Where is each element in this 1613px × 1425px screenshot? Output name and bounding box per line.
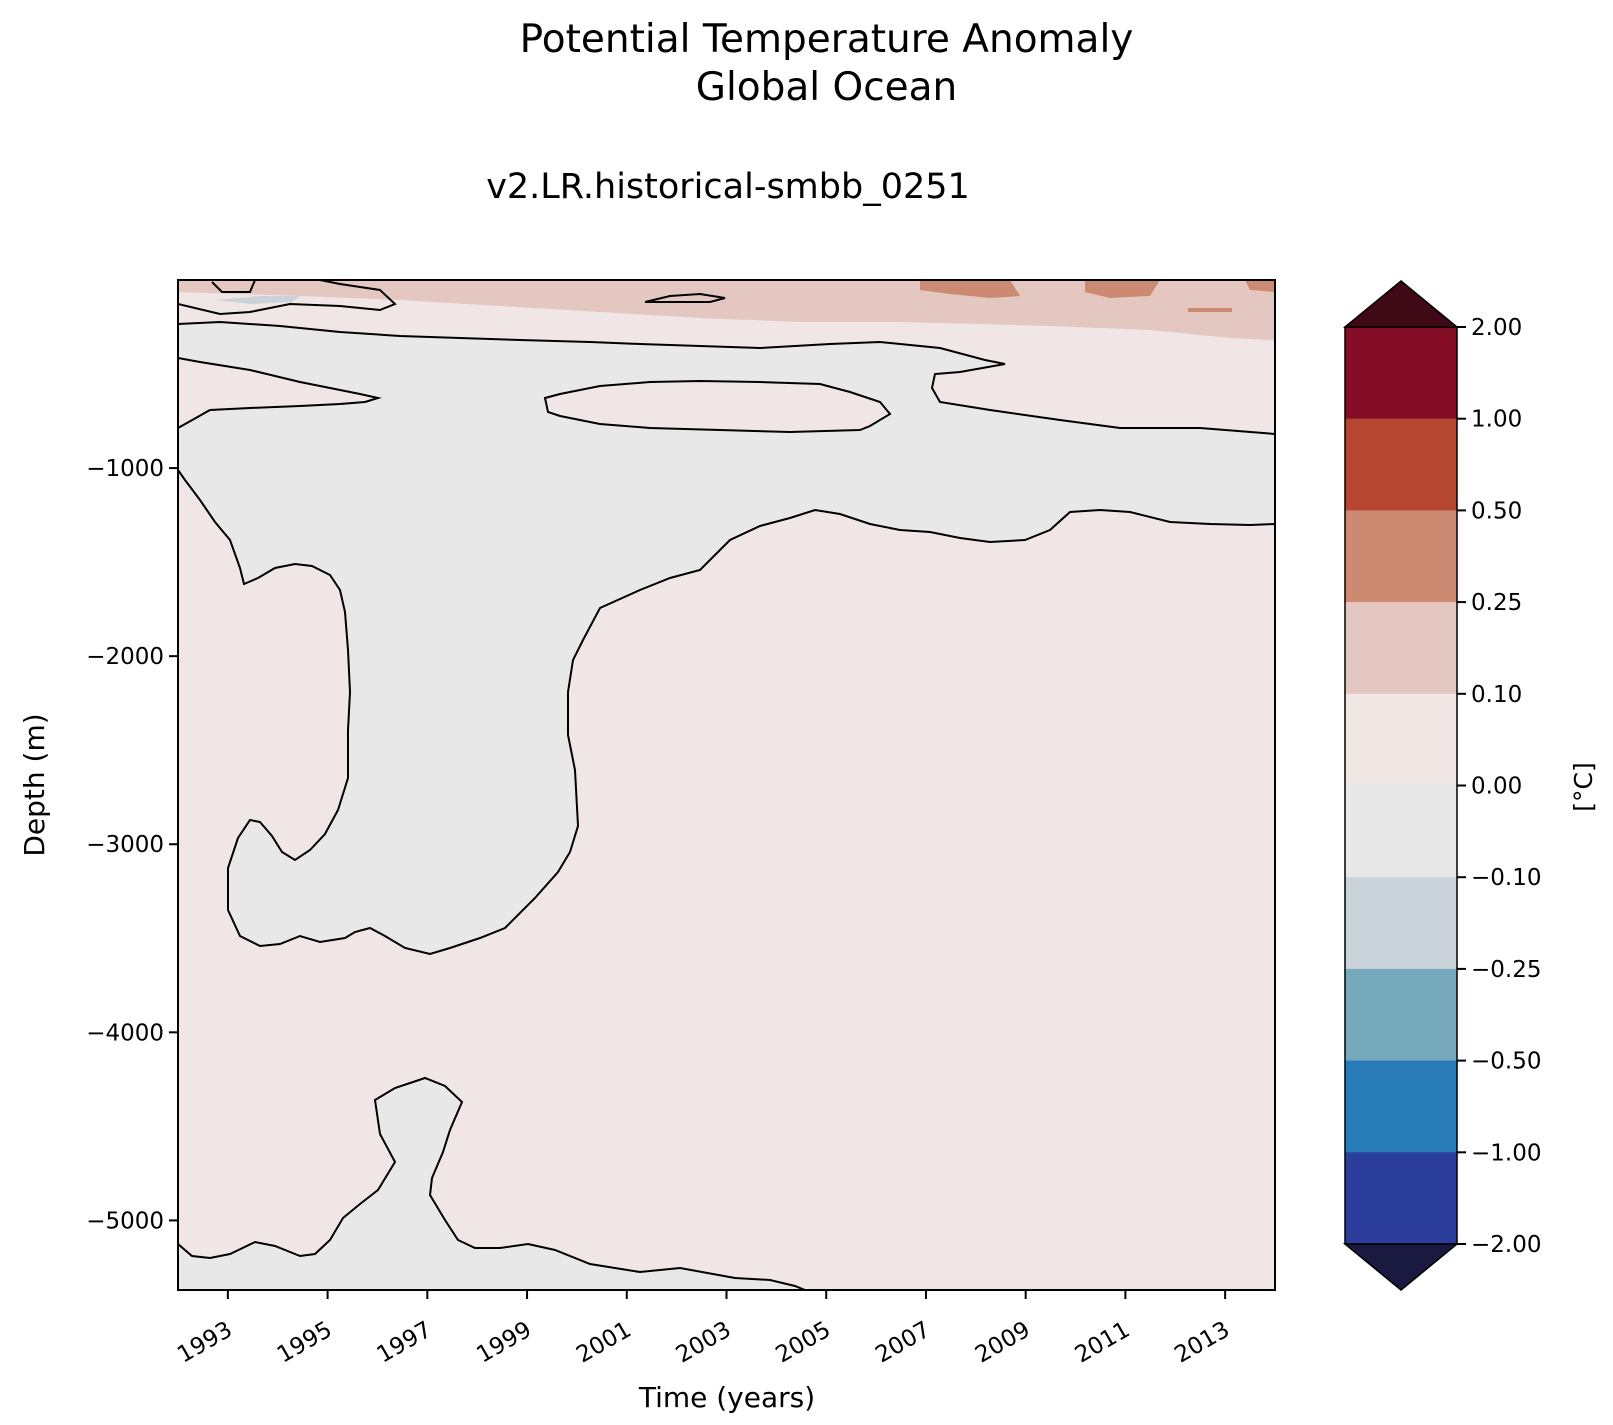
colorbar-segment	[1345, 877, 1457, 970]
x-tick-label: 2009	[971, 1317, 1035, 1369]
warm-patch-c	[1245, 280, 1275, 292]
contour-upper-left	[178, 357, 382, 429]
colorbar-tick-label: −2.00	[1471, 1232, 1541, 1258]
y-tick-label: −4000	[86, 1020, 164, 1046]
colorbar-tick-label: 0.50	[1471, 498, 1522, 524]
colorbar-segment	[1345, 785, 1457, 878]
contour-surface-1	[211, 280, 256, 293]
x-tick-label: 2007	[871, 1317, 935, 1369]
contour-lines	[178, 280, 1275, 1290]
plot-area	[177, 279, 1276, 1291]
colorbar-tick-label: −1.00	[1471, 1140, 1541, 1166]
y-tick-label: −5000	[86, 1208, 164, 1234]
warm-patch-a	[920, 280, 1020, 298]
x-tick-label: 2003	[672, 1317, 736, 1369]
warm-patch-b	[1085, 280, 1160, 298]
colorbar-segment	[1345, 968, 1457, 1062]
cool-surface-patch	[215, 296, 300, 304]
colorbar-tick-label: 0.10	[1471, 682, 1522, 708]
chart-title: Potential Temperature Anomaly	[519, 17, 1134, 62]
warm-patch-d	[1188, 308, 1232, 312]
colorbar-tick-label: 0.00	[1471, 774, 1522, 800]
colorbar-segment	[1345, 602, 1457, 695]
colorbar-segment	[1345, 693, 1457, 786]
y-tick-label: −1000	[86, 456, 164, 482]
colorbar-tick-label: −0.25	[1471, 957, 1541, 983]
y-tick-label: −3000	[86, 832, 164, 858]
colorbar-extend-min	[1342, 1243, 1460, 1291]
colorbar-label: [°C]	[1569, 762, 1598, 811]
chart-title-line2: Global Ocean	[695, 65, 958, 110]
x-axis-label: Time (years)	[638, 1381, 815, 1414]
x-tick-label: 1993	[173, 1317, 237, 1369]
colorbar-segment	[1345, 1060, 1457, 1153]
x-tick-label: 1999	[472, 1317, 536, 1369]
x-tick-label: 1995	[273, 1317, 337, 1369]
y-axis-ticks: −1000 −2000 −3000 −4000 −5000	[86, 456, 178, 1234]
colorbar-segment	[1345, 510, 1457, 603]
colorbar-tick-label: −0.10	[1471, 865, 1541, 891]
colorbar: 2.00 1.00 0.50 0.25 0.10 0.00 −0.10 −0.25 −0.50 −…	[1342, 280, 1541, 1291]
contour-main	[178, 469, 1275, 956]
negative-region-bottom	[178, 1078, 805, 1290]
colorbar-segment	[1345, 1152, 1457, 1245]
contour-surface-3	[178, 320, 1275, 435]
y-axis-label: Depth (m)	[18, 713, 51, 856]
colorbar-segment	[1345, 418, 1457, 511]
colorbar-extend-max	[1342, 280, 1460, 328]
colorbar-segment	[1345, 327, 1457, 420]
x-tick-label: 1997	[373, 1317, 437, 1369]
x-tick-label: 2005	[772, 1317, 836, 1369]
colorbar-tick-label: 1.00	[1471, 407, 1522, 433]
contour-loop-small	[644, 292, 726, 303]
colorbar-tick-label: 0.25	[1471, 590, 1522, 616]
contour-bottom	[178, 1076, 806, 1290]
colorbar-tick-label: −0.50	[1471, 1049, 1541, 1075]
positive-pocket-mid	[545, 381, 890, 432]
contour-surface-2	[178, 280, 397, 316]
negative-region-upper	[178, 322, 1275, 954]
x-tick-label: 2001	[572, 1317, 636, 1369]
x-axis-ticks: 1993 1995 1997 1999 2001 2003 2005 2007 2009 2011…	[173, 1290, 1234, 1368]
x-tick-label: 2011	[1071, 1317, 1135, 1369]
x-tick-label: 2013	[1170, 1317, 1234, 1369]
colorbar-tick-label: 2.00	[1471, 315, 1522, 341]
contour-fields	[178, 280, 1275, 1290]
contour-loop-mid	[543, 379, 892, 434]
y-tick-label: −2000	[86, 644, 164, 670]
chart-subtitle: v2.LR.historical-smbb_0251	[486, 167, 970, 207]
